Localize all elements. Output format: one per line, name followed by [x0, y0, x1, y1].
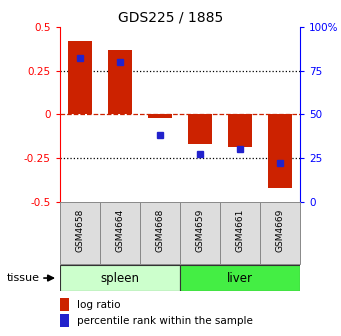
Bar — [188, 114, 212, 144]
Bar — [148, 114, 172, 118]
Bar — [60, 202, 100, 264]
Bar — [100, 202, 140, 264]
Bar — [268, 114, 292, 187]
Text: GSM4664: GSM4664 — [115, 209, 124, 252]
Bar — [68, 41, 92, 114]
Text: tissue: tissue — [7, 273, 40, 283]
Bar — [60, 314, 69, 327]
Text: log ratio: log ratio — [76, 300, 120, 310]
Text: GSM4661: GSM4661 — [236, 209, 244, 252]
Text: GSM4668: GSM4668 — [155, 209, 164, 252]
Text: GSM4658: GSM4658 — [75, 209, 84, 252]
Bar — [140, 202, 180, 264]
Bar — [108, 50, 132, 114]
Text: liver: liver — [227, 271, 253, 285]
Bar — [60, 265, 180, 291]
Bar — [228, 114, 252, 148]
Text: spleen: spleen — [100, 271, 139, 285]
Bar — [260, 202, 300, 264]
Text: GDS225 / 1885: GDS225 / 1885 — [118, 10, 223, 24]
Bar — [180, 202, 220, 264]
Bar — [60, 298, 69, 311]
Text: percentile rank within the sample: percentile rank within the sample — [76, 316, 252, 326]
Bar — [180, 265, 300, 291]
Bar — [220, 202, 260, 264]
Text: GSM4669: GSM4669 — [276, 209, 284, 252]
Text: GSM4659: GSM4659 — [195, 209, 204, 252]
